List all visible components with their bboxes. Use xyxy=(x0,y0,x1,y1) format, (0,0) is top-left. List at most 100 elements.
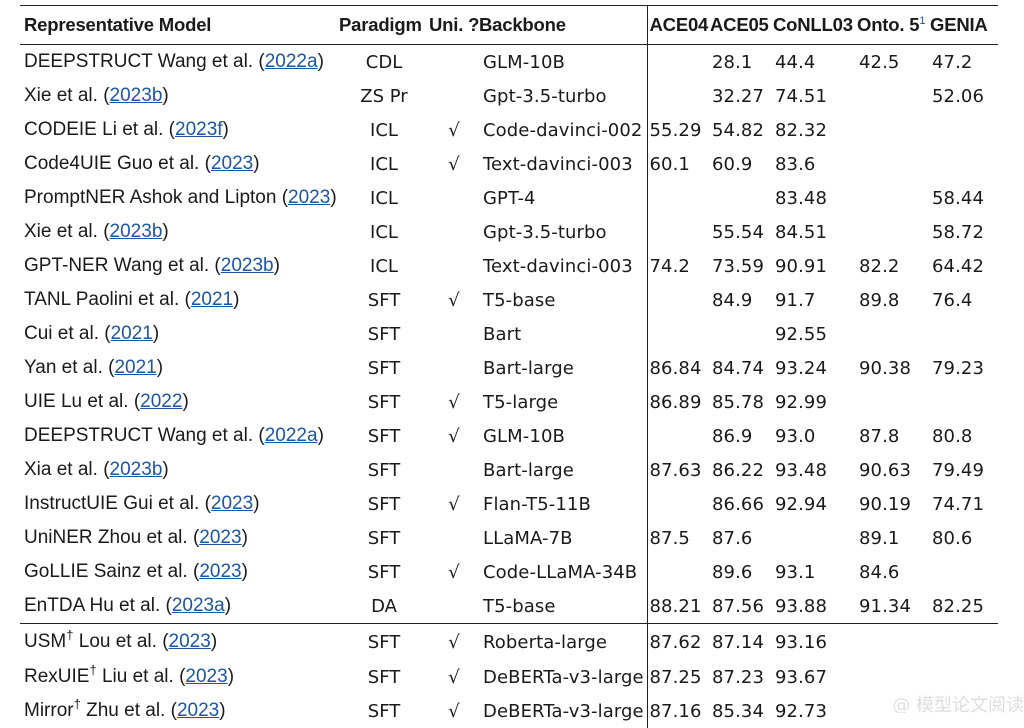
citation-link[interactable]: 2022a xyxy=(265,425,318,446)
cell-backbone: Gpt-3.5-turbo xyxy=(479,79,647,113)
cell-ace04 xyxy=(647,79,710,113)
model-name: Xia et al. ( xyxy=(24,459,110,480)
cell-ace05: 89.6 xyxy=(710,555,773,589)
citation-link[interactable]: 2021 xyxy=(111,323,153,344)
cell-uni xyxy=(429,215,479,249)
cell-ace05: 60.9 xyxy=(710,147,773,181)
citation-close: ) xyxy=(182,391,188,412)
cell-uni: √ xyxy=(429,694,479,728)
cell-conll03: 74.51 xyxy=(773,79,857,113)
cell-model: GPT-NER Wang et al. (2023b) xyxy=(20,249,339,283)
citation-link[interactable]: 2022 xyxy=(140,391,182,412)
cell-paradigm: SFT xyxy=(339,283,429,317)
model-name: DEEPSTRUCT Wang et al. ( xyxy=(24,425,265,446)
citation-link[interactable]: 2023 xyxy=(199,527,241,548)
cell-ace05: 87.23 xyxy=(710,660,773,694)
model-name: Cui et al. ( xyxy=(24,323,111,344)
citation-link[interactable]: 2023 xyxy=(177,700,219,721)
table-row: Code4UIE Guo et al. (2023)ICL√Text-davin… xyxy=(20,147,998,181)
citation-link[interactable]: 2023b xyxy=(110,85,163,106)
cell-conll03: 93.88 xyxy=(773,589,857,624)
cell-onto5 xyxy=(857,113,930,147)
citation-close: ) xyxy=(330,187,336,208)
citation-link[interactable]: 2023 xyxy=(199,561,241,582)
cell-genia: 80.6 xyxy=(930,521,998,555)
cell-ace05: 85.78 xyxy=(710,385,773,419)
cell-model: DEEPSTRUCT Wang et al. (2022a) xyxy=(20,45,339,80)
results-table: Representative Model Paradigm Uni. ? Bac… xyxy=(20,5,998,728)
cell-onto5: 87.8 xyxy=(857,419,930,453)
header-paradigm: Paradigm xyxy=(339,6,429,45)
citation-link[interactable]: 2023 xyxy=(211,153,253,174)
cell-ace05: 32.27 xyxy=(710,79,773,113)
model-name: Code4UIE Guo et al. ( xyxy=(24,153,211,174)
citation-link[interactable]: 2023b xyxy=(110,221,163,242)
citation-link[interactable]: 2023 xyxy=(169,631,211,652)
cell-backbone: Bart xyxy=(479,317,647,351)
table-row: GoLLIE Sainz et al. (2023)SFT√Code-LLaMA… xyxy=(20,555,998,589)
cell-ace04: 87.62 xyxy=(647,624,710,661)
cell-paradigm: ICL xyxy=(339,113,429,147)
cell-conll03: 93.24 xyxy=(773,351,857,385)
cell-backbone: GLM-10B xyxy=(479,419,647,453)
table-row: RexUIE† Liu et al. (2023)SFT√DeBERTa-v3-… xyxy=(20,660,998,694)
citation-close: ) xyxy=(162,85,168,106)
cell-onto5 xyxy=(857,624,930,661)
cell-model: TANL Paolini et al. (2021) xyxy=(20,283,339,317)
cell-paradigm: SFT xyxy=(339,660,429,694)
cell-paradigm: ICL xyxy=(339,181,429,215)
citation-link[interactable]: 2023 xyxy=(185,666,227,687)
model-authors: Zhu et al. ( xyxy=(81,700,177,721)
cell-genia: 64.42 xyxy=(930,249,998,283)
header-uni: Uni. ? xyxy=(429,6,479,45)
cell-uni: √ xyxy=(429,624,479,661)
model-name: Yan et al. ( xyxy=(24,357,114,378)
cell-onto5 xyxy=(857,317,930,351)
cell-backbone: Gpt-3.5-turbo xyxy=(479,215,647,249)
cell-ace05: 84.9 xyxy=(710,283,773,317)
cell-genia: 74.71 xyxy=(930,487,998,521)
citation-link[interactable]: 2023b xyxy=(110,459,163,480)
cell-ace04 xyxy=(647,487,710,521)
cell-model: EnTDA Hu et al. (2023a) xyxy=(20,589,339,624)
cell-conll03: 83.48 xyxy=(773,181,857,215)
cell-ace04: 88.21 xyxy=(647,589,710,624)
cell-model: PromptNER Ashok and Lipton (2023) xyxy=(20,181,339,215)
model-name: UIE Lu et al. ( xyxy=(24,391,140,412)
cell-uni: √ xyxy=(429,147,479,181)
cell-uni: √ xyxy=(429,419,479,453)
model-name: PromptNER Ashok and Lipton ( xyxy=(24,187,288,208)
model-name: Xie et al. ( xyxy=(24,85,110,106)
citation-link[interactable]: 2023a xyxy=(172,595,225,616)
cell-uni: √ xyxy=(429,487,479,521)
cell-genia: 82.25 xyxy=(930,589,998,624)
cell-backbone: GPT-4 xyxy=(479,181,647,215)
cell-ace05: 28.1 xyxy=(710,45,773,80)
cell-conll03: 93.1 xyxy=(773,555,857,589)
citation-link[interactable]: 2023 xyxy=(288,187,330,208)
header-onto5: Onto. 51 xyxy=(857,6,930,45)
citation-link[interactable]: 2021 xyxy=(114,357,156,378)
cell-uni xyxy=(429,453,479,487)
cell-conll03: 83.6 xyxy=(773,147,857,181)
header-ace05: ACE05 xyxy=(710,6,773,45)
cell-ace04: 86.84 xyxy=(647,351,710,385)
citation-link[interactable]: 2023f xyxy=(175,119,223,140)
cell-ace05: 87.6 xyxy=(710,521,773,555)
citation-close: ) xyxy=(318,51,324,72)
header-onto5-footnote[interactable]: 1 xyxy=(919,15,925,27)
cell-backbone: Code-LLaMA-34B xyxy=(479,555,647,589)
citation-close: ) xyxy=(242,561,248,582)
cell-ace05: 87.14 xyxy=(710,624,773,661)
cell-conll03: 92.94 xyxy=(773,487,857,521)
citation-link[interactable]: 2022a xyxy=(265,51,318,72)
cell-paradigm: ZS Pr xyxy=(339,79,429,113)
citation-link[interactable]: 2023 xyxy=(211,493,253,514)
citation-link[interactable]: 2023b xyxy=(221,255,274,276)
table-row: Xie et al. (2023b) ZS Pr Gpt-3.5-turbo 32.2… xyxy=(20,79,998,113)
citation-link[interactable]: 2021 xyxy=(191,289,233,310)
cell-backbone: Text-davinci-003 xyxy=(479,147,647,181)
